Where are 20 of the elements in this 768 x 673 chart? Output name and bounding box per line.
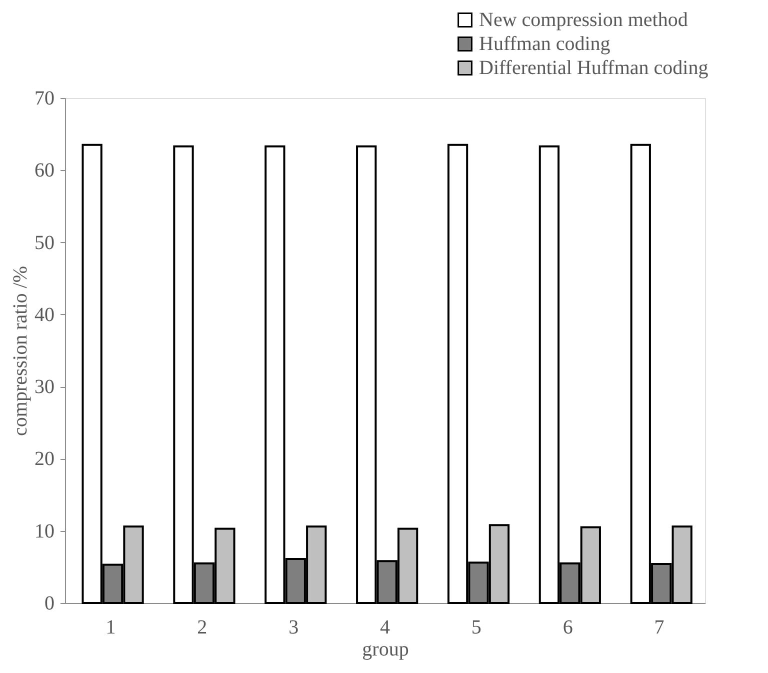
legend-label: New compression method bbox=[479, 9, 688, 31]
x-tick-label: 6 bbox=[562, 616, 573, 638]
y-tick-label: 40 bbox=[34, 304, 54, 326]
x-axis-title: group bbox=[362, 638, 409, 660]
x-tick-label: 2 bbox=[197, 616, 208, 638]
y-tick-label: 50 bbox=[34, 232, 54, 254]
x-tick-label: 5 bbox=[471, 616, 482, 638]
y-tick-label: 30 bbox=[34, 376, 54, 398]
y-tick-label: 70 bbox=[34, 88, 54, 110]
legend-label: Differential Huffman coding bbox=[479, 57, 708, 79]
y-tick-label: 10 bbox=[34, 520, 54, 542]
y-tick-label: 20 bbox=[34, 448, 54, 470]
y-tick-label: 0 bbox=[44, 592, 54, 614]
x-tick-label: 7 bbox=[654, 616, 664, 638]
y-tick-label: 60 bbox=[34, 160, 54, 182]
x-tick-label: 3 bbox=[288, 616, 299, 638]
x-tick-label: 4 bbox=[380, 616, 390, 638]
x-tick-label: 1 bbox=[106, 616, 116, 638]
y-axis-title: compression ratio /% bbox=[10, 266, 32, 436]
legend-label: Huffman coding bbox=[479, 33, 610, 55]
